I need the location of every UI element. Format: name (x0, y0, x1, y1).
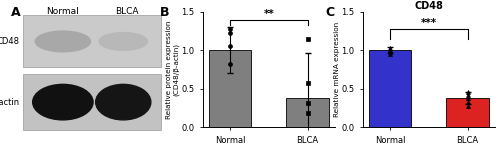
Text: C: C (326, 6, 334, 19)
Text: BLCA: BLCA (115, 7, 138, 16)
Bar (286, 98, 329, 127)
Point (304, 38, 312, 40)
Bar (446, 98, 489, 127)
Bar (368, 50, 412, 127)
Point (304, 81, 312, 84)
Text: CD48: CD48 (0, 37, 20, 46)
FancyBboxPatch shape (23, 74, 161, 130)
Point (386, 53, 394, 55)
Point (386, 51, 394, 53)
Text: ***: *** (420, 18, 437, 28)
Point (226, 63, 234, 65)
Point (226, 28, 234, 30)
Point (386, 48, 394, 51)
Text: Normal: Normal (46, 7, 79, 16)
Point (464, 94, 471, 96)
Point (464, 97, 471, 99)
Text: A: A (11, 6, 21, 19)
Point (226, 45, 234, 48)
Text: **: ** (264, 9, 274, 19)
Point (464, 101, 471, 103)
Point (304, 112, 312, 115)
Ellipse shape (36, 31, 90, 52)
Ellipse shape (99, 33, 148, 50)
FancyBboxPatch shape (23, 15, 161, 67)
Ellipse shape (32, 84, 93, 120)
Text: B: B (160, 6, 170, 19)
Point (464, 104, 471, 107)
Ellipse shape (96, 84, 151, 120)
Point (304, 102, 312, 104)
Bar (208, 50, 252, 127)
Point (386, 47, 394, 49)
Y-axis label: Relative mRNA expression: Relative mRNA expression (334, 22, 340, 117)
Text: β-actin: β-actin (0, 98, 20, 107)
Point (226, 32, 234, 35)
Y-axis label: Relative protein expression
(CD48/β-actin): Relative protein expression (CD48/β-acti… (166, 20, 179, 119)
Point (464, 91, 471, 93)
Title: CD48: CD48 (414, 1, 443, 11)
Point (386, 49, 394, 52)
